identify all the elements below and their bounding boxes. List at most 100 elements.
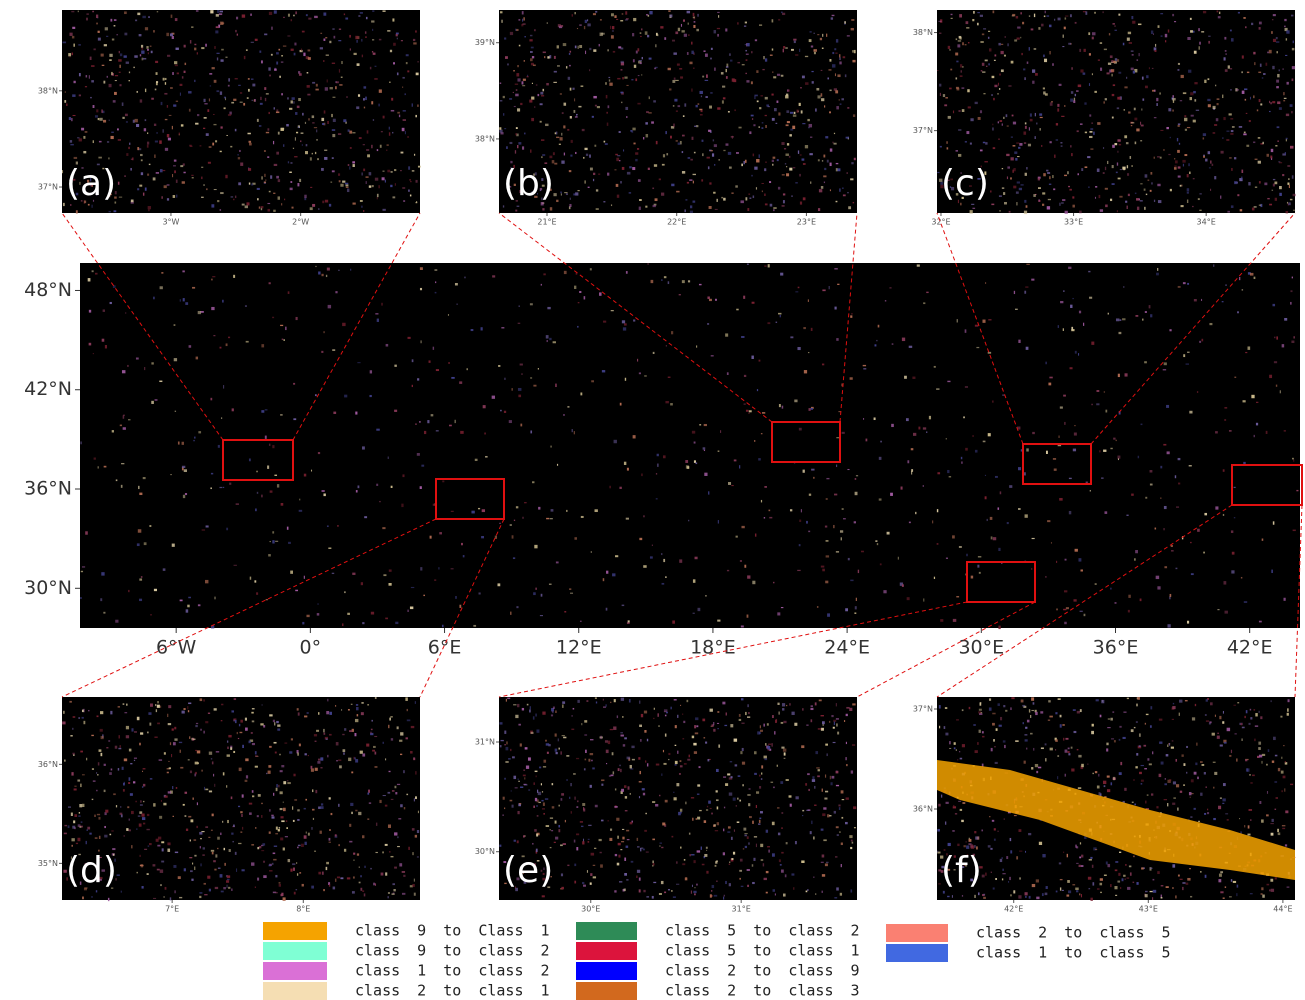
speckle (1157, 586, 1161, 590)
speckle (602, 698, 604, 701)
speckle (1194, 99, 1197, 102)
speckle (1156, 806, 1159, 809)
speckle (272, 719, 275, 723)
speckle (1082, 10, 1087, 13)
speckle (303, 807, 306, 810)
speckle (234, 719, 237, 724)
speckle (646, 738, 649, 742)
speckle (123, 55, 127, 58)
speckle (345, 121, 347, 124)
speckle (1248, 809, 1253, 811)
speckle (1214, 124, 1218, 126)
speckle (1064, 749, 1068, 753)
speckle (713, 824, 716, 827)
speckle (997, 93, 999, 95)
speckle (182, 270, 185, 273)
speckle (1180, 74, 1184, 79)
speckle (1157, 156, 1160, 158)
speckle (641, 56, 643, 60)
speckle (222, 486, 225, 489)
speckle (193, 839, 197, 842)
speckle (147, 206, 152, 210)
speckle (1285, 210, 1289, 214)
speckle (529, 39, 533, 42)
speckle (1254, 158, 1258, 160)
speckle (268, 831, 271, 834)
speckle (598, 838, 602, 842)
x-tick-label: 23°E (797, 218, 816, 227)
speckle (545, 335, 549, 339)
speckle (1285, 137, 1288, 140)
speckle (1078, 353, 1080, 356)
speckle (785, 95, 789, 99)
speckle (1157, 267, 1159, 271)
speckle (1231, 551, 1235, 555)
speckle (72, 26, 76, 29)
speckle (518, 18, 521, 21)
speckle (617, 835, 619, 839)
speckle (727, 773, 731, 776)
speckle (1287, 699, 1290, 703)
speckle (87, 826, 91, 830)
speckle (185, 302, 189, 305)
speckle (1160, 896, 1163, 899)
speckle (828, 69, 832, 71)
speckle (942, 890, 945, 894)
speckle (913, 432, 917, 436)
speckle (786, 704, 788, 707)
speckle (1038, 841, 1043, 846)
speckle (280, 502, 284, 506)
speckle (590, 852, 595, 856)
speckle (194, 771, 198, 775)
speckle (504, 777, 506, 780)
speckle (403, 200, 406, 202)
speckle (269, 809, 271, 812)
speckle (1046, 169, 1049, 172)
speckle (1292, 209, 1296, 211)
speckle (850, 770, 854, 774)
speckle (743, 25, 747, 27)
speckle (1130, 122, 1135, 124)
speckle (739, 465, 741, 469)
speckle (131, 728, 134, 732)
speckle (213, 189, 217, 191)
speckle (1233, 486, 1236, 489)
speckle (1065, 607, 1069, 610)
speckle (1121, 878, 1124, 882)
speckle (1166, 126, 1169, 130)
speckle (290, 738, 293, 741)
speckle (785, 153, 789, 156)
speckle (753, 124, 756, 127)
speckle (939, 92, 941, 96)
speckle (905, 418, 909, 422)
speckle (173, 324, 176, 326)
speckle (1063, 590, 1068, 593)
speckle (884, 300, 887, 302)
speckle (979, 110, 983, 114)
speckle (310, 765, 313, 769)
speckle (382, 208, 386, 211)
speckle (1166, 451, 1170, 455)
speckle (185, 609, 189, 613)
speckle (1064, 421, 1066, 425)
speckle (1074, 21, 1077, 24)
speckle (395, 32, 399, 35)
speckle (388, 126, 390, 130)
speckle (365, 36, 367, 38)
speckle (840, 790, 844, 794)
speckle (960, 172, 962, 174)
speckle (1117, 139, 1121, 142)
speckle (669, 135, 672, 139)
speckle (620, 732, 623, 734)
speckle (542, 802, 545, 806)
speckle (84, 86, 88, 88)
speckle (701, 139, 704, 142)
speckle (362, 753, 366, 757)
speckle (967, 89, 970, 93)
speckle (226, 785, 228, 788)
speckle (155, 60, 159, 64)
speckle (1126, 76, 1128, 79)
speckle (1153, 199, 1156, 203)
speckle (850, 27, 854, 31)
speckle (342, 733, 345, 736)
